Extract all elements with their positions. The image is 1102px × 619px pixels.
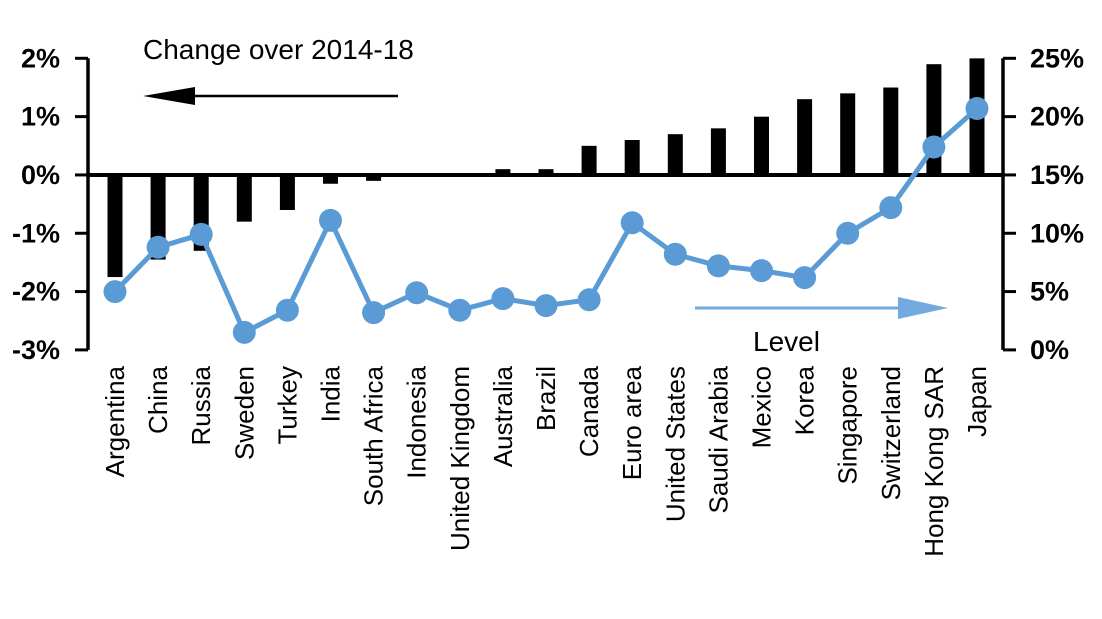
- category-label: Turkey: [272, 366, 302, 445]
- left-axis-tick-label: -2%: [12, 277, 60, 307]
- data-point: [620, 211, 644, 235]
- bar: [495, 169, 511, 175]
- bar: [107, 175, 123, 278]
- data-point: [189, 222, 213, 246]
- data-point: [836, 221, 860, 245]
- right-axis-tick-label: 5%: [1030, 277, 1069, 307]
- bar: [883, 87, 899, 175]
- data-point: [405, 281, 429, 305]
- left-axis-tick-label: 2%: [21, 43, 60, 73]
- bar: [323, 175, 338, 184]
- right-axis-tick-label: 15%: [1030, 160, 1084, 190]
- data-point: [103, 280, 127, 304]
- data-point: [448, 298, 472, 322]
- data-point: [362, 301, 386, 325]
- bar: [797, 99, 813, 175]
- data-point: [146, 235, 170, 259]
- data-point: [577, 288, 601, 312]
- bar: [279, 175, 295, 210]
- category-label: Russia: [186, 365, 216, 445]
- bar: [624, 140, 640, 175]
- bar: [667, 134, 683, 175]
- bar: [366, 175, 382, 181]
- data-point: [275, 298, 299, 322]
- right-axis-tick-label: 0%: [1030, 335, 1069, 365]
- data-point: [793, 266, 817, 290]
- data-point: [663, 242, 687, 266]
- data-point: [319, 208, 342, 232]
- category-label: Switzerland: [876, 366, 906, 500]
- category-label: South Africa: [359, 365, 389, 506]
- data-point: [706, 254, 730, 278]
- data-point: [534, 294, 558, 318]
- category-label: Japan: [962, 366, 992, 437]
- left-axis-tick-label: -3%: [12, 335, 60, 365]
- data-point: [232, 320, 256, 344]
- category-label: Saudi Arabia: [703, 365, 733, 513]
- bar: [710, 128, 726, 175]
- bar: [538, 169, 554, 175]
- category-label: China: [143, 365, 173, 433]
- category-label: Argentina: [100, 365, 130, 477]
- data-point: [491, 287, 515, 311]
- category-label: United States: [660, 366, 690, 522]
- bar: [754, 116, 769, 175]
- left-axis-tick-label: 1%: [21, 102, 60, 132]
- right-axis-tick-label: 25%: [1030, 43, 1084, 73]
- data-point: [922, 135, 946, 159]
- left-axis-tick-label: -1%: [12, 218, 60, 248]
- line-series-label: Level: [753, 326, 820, 357]
- right-axis-tick-label: 20%: [1030, 102, 1084, 132]
- category-label: Korea: [790, 365, 820, 435]
- category-label: Euro area: [617, 365, 647, 480]
- bar: [581, 145, 597, 175]
- bar-series-label: Change over 2014-18: [143, 34, 414, 65]
- bar: [236, 175, 252, 222]
- data-point: [750, 259, 773, 283]
- category-label: Mexico: [747, 366, 777, 448]
- category-label: Brazil: [531, 366, 561, 431]
- category-label: Indonesia: [402, 365, 432, 478]
- category-label: Singapore: [833, 366, 863, 485]
- category-label: Australia: [488, 365, 518, 467]
- category-label: Canada: [574, 365, 604, 457]
- right-axis-tick-label: 10%: [1030, 218, 1084, 248]
- category-label: India: [316, 365, 346, 422]
- data-point: [879, 196, 903, 220]
- bar: [840, 93, 856, 175]
- category-label: Sweden: [229, 366, 259, 460]
- category-label: United Kingdom: [445, 366, 475, 551]
- category-label: Hong Kong SAR: [919, 366, 949, 557]
- change-arrow-icon: [143, 87, 195, 105]
- data-point: [965, 96, 989, 120]
- left-axis-tick-label: 0%: [21, 160, 60, 190]
- level-arrow-icon: [898, 297, 948, 319]
